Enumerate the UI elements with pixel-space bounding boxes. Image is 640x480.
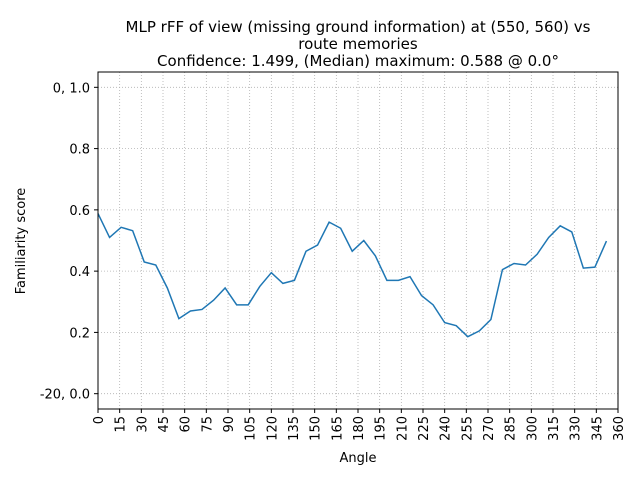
y-tick-label: -20, 0.0: [40, 388, 90, 403]
x-tick-label: 195: [374, 416, 389, 441]
chart-title: Confidence: 1.499, (Median) maximum: 0.5…: [157, 52, 559, 70]
y-tick-label: 0.2: [69, 326, 90, 341]
x-tick-label: 315: [547, 416, 562, 441]
x-tick-label: 330: [569, 416, 584, 441]
x-tick-label: 345: [590, 416, 605, 441]
y-tick-label: 0.8: [69, 143, 90, 158]
x-tick-label: 105: [244, 416, 259, 441]
x-tick-label: 75: [200, 416, 215, 433]
x-tick-label: 0: [92, 416, 107, 424]
x-tick-label: 60: [179, 416, 194, 433]
x-axis-label: Angle: [340, 451, 377, 466]
x-tick-label: 30: [135, 416, 150, 433]
y-tick-label: 0.4: [69, 265, 90, 280]
x-tick-label: 180: [352, 416, 367, 441]
line-series: [97, 213, 608, 338]
chart-title: MLP rFF of view (missing ground informat…: [126, 18, 591, 36]
chart-title: route memories: [298, 35, 418, 53]
x-tick-label: 120: [265, 416, 280, 441]
x-tick-label: 240: [439, 416, 454, 441]
y-tick-label: 0, 1.0: [53, 81, 90, 96]
x-tick-label: 135: [287, 416, 302, 441]
x-tick-label: 210: [395, 416, 410, 441]
y-axis-label: Familiarity score: [14, 188, 29, 295]
y-tick-label: 0.6: [69, 204, 90, 219]
x-tick-label: 300: [525, 416, 540, 441]
x-tick-label: 225: [417, 416, 432, 441]
x-tick-label: 15: [114, 416, 129, 433]
x-tick-label: 45: [157, 416, 172, 433]
x-tick-label: 90: [222, 416, 237, 433]
x-tick-label: 285: [504, 416, 519, 441]
x-tick-label: 270: [482, 416, 497, 441]
plot-frame: [97, 71, 619, 410]
x-tick-label: 150: [309, 416, 324, 441]
x-tick-label: 255: [460, 416, 475, 441]
x-tick-label: 165: [330, 416, 345, 441]
x-tick-label: 360: [612, 416, 627, 441]
